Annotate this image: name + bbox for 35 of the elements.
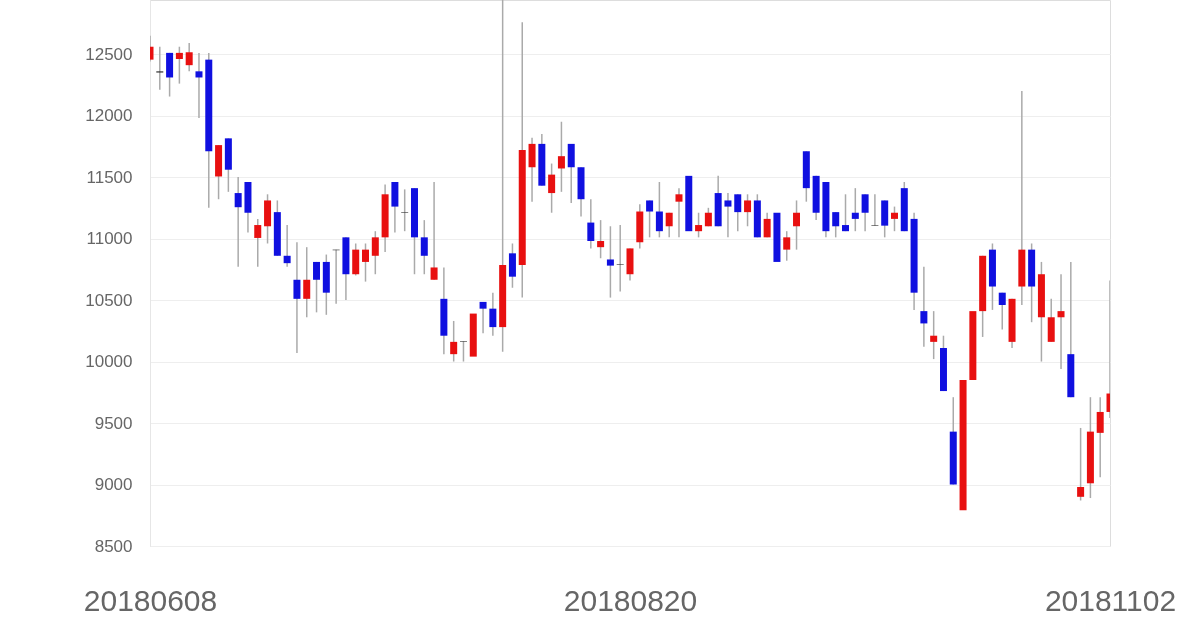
candlestick <box>430 182 438 280</box>
candlestick <box>1096 397 1104 478</box>
candlestick <box>998 292 1006 330</box>
candlestick <box>479 301 487 334</box>
y-tick-label: 11000 <box>86 229 133 249</box>
x-tick-label: 20180820 <box>563 583 698 617</box>
candlestick <box>969 311 977 380</box>
x-tick-label: 20181102 <box>1044 583 1177 617</box>
candlestick <box>675 188 683 238</box>
candlestick <box>254 218 262 267</box>
y-tick-label: 12500 <box>85 44 133 64</box>
candlestick <box>293 242 301 353</box>
candlestick <box>1067 261 1075 398</box>
candlestick <box>1018 91 1026 305</box>
candlestick <box>195 52 203 119</box>
candlestick <box>156 46 164 90</box>
candlestick <box>920 266 928 347</box>
candlestick <box>616 225 624 292</box>
candlestick <box>1057 274 1065 369</box>
y-tick-label: 9000 <box>94 475 133 495</box>
candlestick <box>724 193 732 238</box>
candlestick <box>469 313 477 357</box>
y-tick-label: 10000 <box>85 352 133 372</box>
x-tick-label: 20180608 <box>83 583 218 617</box>
candlestick <box>959 379 967 511</box>
candlestick <box>773 212 781 262</box>
y-tick-label: 11500 <box>86 167 133 187</box>
candlestick <box>234 177 242 267</box>
y-tick-label: 10500 <box>85 290 133 310</box>
candlestick <box>685 175 693 232</box>
candlestick <box>871 194 879 226</box>
y-tick-label: 9500 <box>94 413 133 433</box>
y-tick-label: 8500 <box>94 536 133 556</box>
y-tick-label: 12000 <box>85 106 133 126</box>
candlestick <box>283 225 291 267</box>
